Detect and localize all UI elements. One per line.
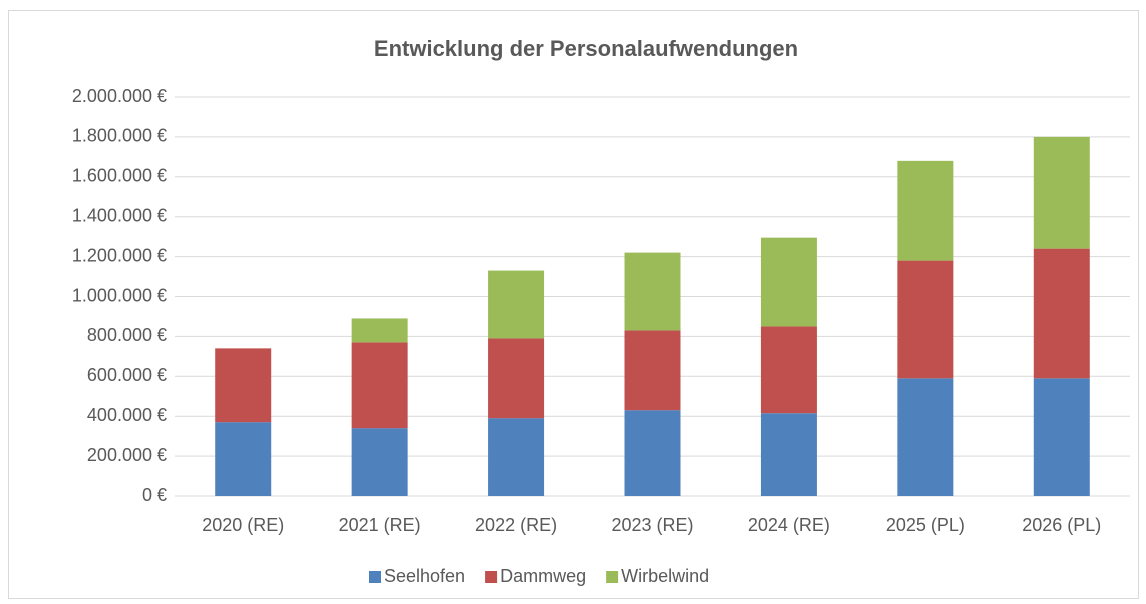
bar-segment bbox=[624, 410, 681, 496]
legend-swatch bbox=[369, 571, 381, 583]
y-tick-label: 1.400.000 € bbox=[72, 205, 167, 225]
x-tick-label: 2020 (RE) bbox=[202, 515, 284, 535]
bar-segment bbox=[624, 330, 681, 411]
legend-swatch bbox=[606, 571, 619, 583]
y-tick-label: 1.600.000 € bbox=[72, 166, 167, 186]
y-tick-label: 400.000 € bbox=[87, 405, 167, 425]
legend-label: Seelhofen bbox=[384, 566, 465, 586]
chart-border bbox=[8, 10, 1139, 599]
bar-segment bbox=[897, 378, 954, 496]
y-tick-label: 2.000.000 € bbox=[72, 86, 167, 106]
y-tick-label: 1.200.000 € bbox=[72, 245, 167, 265]
bar-segment bbox=[351, 428, 408, 496]
bar-segment bbox=[1033, 248, 1090, 379]
bar-segment bbox=[215, 348, 272, 423]
chart-title: Entwicklung der Personalaufwendungen bbox=[374, 36, 798, 61]
bar-segment bbox=[760, 413, 817, 496]
bar-segment bbox=[215, 422, 272, 496]
y-tick-label: 800.000 € bbox=[87, 325, 167, 345]
x-tick-label: 2023 (RE) bbox=[611, 515, 693, 535]
x-tick-label: 2026 (PL) bbox=[1022, 515, 1101, 535]
y-tick-label: 0 € bbox=[142, 485, 167, 505]
legend-swatch bbox=[485, 571, 498, 583]
bar-segment bbox=[488, 418, 545, 496]
x-tick-label: 2024 (RE) bbox=[748, 515, 830, 535]
x-tick-label: 2022 (RE) bbox=[475, 515, 557, 535]
bar-segment bbox=[488, 338, 545, 419]
bar-segment bbox=[488, 270, 545, 339]
bar-segment bbox=[897, 260, 954, 379]
bar-segment bbox=[1033, 136, 1090, 249]
y-tick-label: 200.000 € bbox=[87, 445, 167, 465]
y-tick-label: 1.000.000 € bbox=[72, 285, 167, 305]
legend-label: Dammweg bbox=[500, 566, 586, 586]
bar-segment bbox=[760, 326, 817, 414]
x-tick-label: 2021 (RE) bbox=[339, 515, 421, 535]
bar-segment bbox=[897, 160, 954, 261]
bar-segment bbox=[1033, 378, 1090, 496]
y-tick-label: 600.000 € bbox=[87, 365, 167, 385]
bar-segment bbox=[351, 342, 408, 429]
x-tick-label: 2025 (PL) bbox=[886, 515, 965, 535]
bar-segment bbox=[760, 237, 817, 327]
legend-label: Wirbelwind bbox=[621, 566, 709, 586]
y-tick-label: 1.800.000 € bbox=[72, 126, 167, 146]
bar-segment bbox=[624, 252, 681, 331]
bar-segment bbox=[351, 318, 408, 343]
